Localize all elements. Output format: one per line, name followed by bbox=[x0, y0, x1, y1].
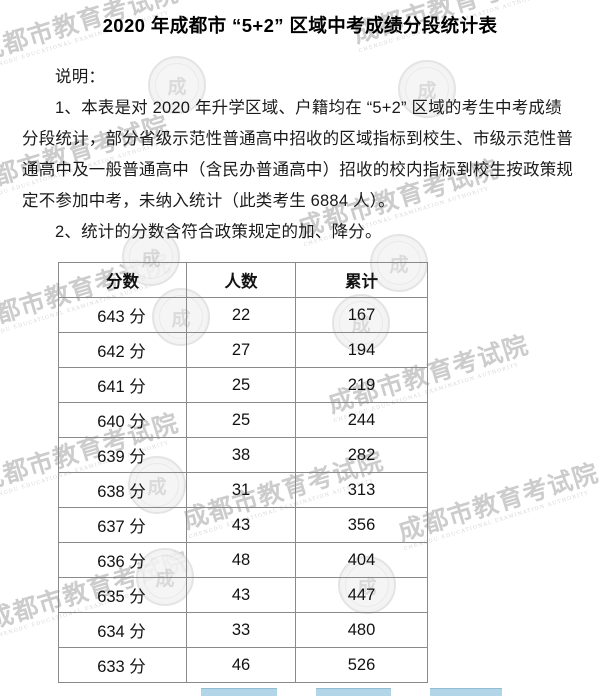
table-row: 641 分 25 219 bbox=[58, 367, 428, 403]
cell-count: 33 bbox=[186, 612, 296, 648]
table-body: 643 分 22 167 642 分 27 194 641 分 25 219 640 分 25 244… bbox=[58, 297, 428, 683]
cell-cumulative: 404 bbox=[295, 542, 428, 578]
cell-count: 43 bbox=[186, 507, 296, 543]
explanation-label: 说明： bbox=[55, 68, 106, 86]
cell-count: 27 bbox=[186, 332, 296, 368]
bottom-selection-bars bbox=[0, 688, 600, 696]
cell-cumulative: 244 bbox=[295, 402, 428, 438]
cell-score: 634 分 bbox=[58, 612, 187, 648]
cell-score: 643 分 bbox=[58, 297, 187, 333]
cell-count: 25 bbox=[186, 402, 296, 438]
selection-bar[interactable] bbox=[201, 688, 277, 696]
selection-bar[interactable] bbox=[316, 688, 391, 696]
cell-score: 633 分 bbox=[58, 647, 187, 683]
cell-count: 38 bbox=[186, 437, 296, 473]
cell-score: 641 分 bbox=[58, 367, 187, 403]
explanation-section: 说明： 1、本表是对 2020 年升学区域、户籍均在 “5+2” 区域的考生中考… bbox=[0, 62, 600, 248]
cell-cumulative: 480 bbox=[295, 612, 428, 648]
table-header: 分数 人数 累计 bbox=[58, 262, 428, 298]
explanation-paragraph-1: 1、本表是对 2020 年升学区域、户籍均在 “5+2” 区域的考生中考成绩分段… bbox=[22, 99, 574, 210]
table-row: 642 分 27 194 bbox=[58, 332, 428, 368]
explanation-paragraph-2: 2、统计的分数含符合政策规定的加、降分。 bbox=[55, 223, 382, 241]
table-row: 635 分 43 447 bbox=[58, 577, 428, 613]
cell-cumulative: 313 bbox=[295, 472, 428, 508]
cell-count: 31 bbox=[186, 472, 296, 508]
cell-score: 639 分 bbox=[58, 437, 187, 473]
cell-cumulative: 194 bbox=[295, 332, 428, 368]
cell-score: 638 分 bbox=[58, 472, 187, 508]
cell-cumulative: 526 bbox=[295, 647, 428, 683]
column-header-cumulative: 累计 bbox=[295, 262, 428, 298]
table-row: 640 分 25 244 bbox=[58, 402, 428, 438]
column-header-count: 人数 bbox=[186, 262, 296, 298]
page-title: 2020 年成都市 “5+2” 区域中考成绩分段统计表 bbox=[102, 15, 498, 36]
cell-score: 637 分 bbox=[58, 507, 187, 543]
table-row: 639 分 38 282 bbox=[58, 437, 428, 473]
table-row: 643 分 22 167 bbox=[58, 297, 428, 333]
table-row: 634 分 33 480 bbox=[58, 612, 428, 648]
score-distribution-table: 分数 人数 累计 643 分 22 167 642 分 27 194 641 分 25 219 6… bbox=[58, 262, 428, 683]
selection-bar[interactable] bbox=[430, 688, 502, 696]
cell-count: 25 bbox=[186, 367, 296, 403]
score-table-container: 分数 人数 累计 643 分 22 167 642 分 27 194 641 分 25 219 6… bbox=[0, 262, 600, 683]
cell-cumulative: 447 bbox=[295, 577, 428, 613]
cell-score: 642 分 bbox=[58, 332, 187, 368]
table-row: 638 分 31 313 bbox=[58, 472, 428, 508]
cell-count: 43 bbox=[186, 577, 296, 613]
cell-cumulative: 167 bbox=[295, 297, 428, 333]
cell-count: 48 bbox=[186, 542, 296, 578]
cell-count: 22 bbox=[186, 297, 296, 333]
cell-count: 46 bbox=[186, 647, 296, 683]
table-header-row: 分数 人数 累计 bbox=[58, 262, 428, 298]
cell-cumulative: 219 bbox=[295, 367, 428, 403]
cell-score: 635 分 bbox=[58, 577, 187, 613]
cell-score: 640 分 bbox=[58, 402, 187, 438]
table-row: 637 分 43 356 bbox=[58, 507, 428, 543]
table-row: 636 分 48 404 bbox=[58, 542, 428, 578]
cell-score: 636 分 bbox=[58, 542, 187, 578]
cell-cumulative: 356 bbox=[295, 507, 428, 543]
cell-cumulative: 282 bbox=[295, 437, 428, 473]
column-header-score: 分数 bbox=[58, 262, 187, 298]
table-row: 633 分 46 526 bbox=[58, 647, 428, 683]
